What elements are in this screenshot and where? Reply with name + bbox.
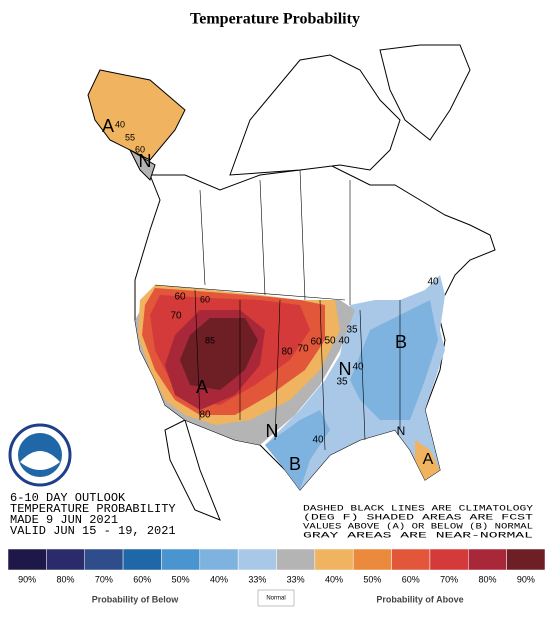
map-label: 70 bbox=[297, 344, 309, 355]
legend-label: 50% bbox=[363, 574, 381, 584]
map-label: 60 bbox=[174, 292, 186, 303]
legend-swatch bbox=[46, 548, 85, 571]
legend-label: 80% bbox=[57, 574, 75, 584]
map-label: 40 bbox=[338, 336, 350, 347]
noaa-logo bbox=[8, 423, 72, 487]
map-label: 85 bbox=[205, 335, 215, 345]
legend-swatch bbox=[237, 548, 277, 571]
map-label: 40 bbox=[352, 362, 364, 373]
map-note: (DEG F) SHADED AREAS ARE FCST bbox=[303, 512, 533, 522]
legend-label: 33% bbox=[287, 574, 305, 584]
legend-label: 90% bbox=[18, 574, 36, 584]
map-note: GRAY AREAS ARE NEAR-NORMAL bbox=[303, 530, 533, 540]
legend-swatch bbox=[468, 548, 507, 571]
map-label: 70 bbox=[170, 311, 182, 322]
map-label: 80 bbox=[199, 410, 211, 421]
map-label: B bbox=[395, 332, 407, 352]
normal-box bbox=[257, 589, 295, 607]
legend-swatch bbox=[314, 548, 354, 571]
legend-label: 70% bbox=[440, 574, 458, 584]
map-label: 60 bbox=[310, 337, 322, 348]
legend-label: 80% bbox=[478, 574, 496, 584]
map-label: N bbox=[339, 359, 352, 379]
legend-above-label: Probability of Above bbox=[376, 594, 463, 604]
map-label: 50 bbox=[324, 336, 336, 347]
legend-swatch bbox=[429, 548, 469, 571]
legend-below-label: Probability of Below bbox=[92, 594, 180, 604]
legend-swatch bbox=[84, 548, 124, 571]
map-label: N bbox=[266, 421, 279, 441]
outlook-info: VALID JUN 15 - 19, 2021 bbox=[10, 524, 176, 538]
legend-label: 70% bbox=[95, 574, 113, 584]
outlook-info: 6-10 DAY OUTLOOK bbox=[10, 491, 126, 505]
map-note: VALUES ABOVE (A) OR BELOW (B) NORMAL bbox=[303, 521, 533, 531]
legend-swatch bbox=[506, 548, 546, 571]
map-label: 35 bbox=[346, 325, 358, 336]
legend-label: 40% bbox=[325, 574, 343, 584]
legend-label: 60% bbox=[402, 574, 420, 584]
map-label: 40 bbox=[427, 277, 439, 288]
map-label: 40 bbox=[312, 435, 324, 446]
map-note: DASHED BLACK LINES ARE CLIMATOLOGY bbox=[303, 503, 533, 513]
legend-label: 60% bbox=[133, 574, 151, 584]
map-label: 55 bbox=[125, 132, 135, 142]
legend-label: 90% bbox=[517, 574, 535, 584]
legend-swatch bbox=[391, 548, 431, 571]
map-label: 60 bbox=[200, 294, 210, 304]
legend-label: 40% bbox=[210, 574, 228, 584]
map-label: 40 bbox=[115, 119, 125, 129]
map-label: A bbox=[196, 377, 208, 397]
map-label: A bbox=[423, 451, 434, 468]
boundaries bbox=[154, 169, 401, 451]
outlook-info: TEMPERATURE PROBABILITY bbox=[10, 502, 176, 516]
map-label: 35 bbox=[336, 377, 348, 388]
legend-swatch bbox=[352, 548, 392, 571]
map-label: 80 bbox=[281, 347, 293, 358]
legend-swatch bbox=[122, 548, 162, 571]
map-label: N bbox=[139, 151, 152, 171]
map-label: 60 bbox=[135, 144, 145, 154]
legend-swatch bbox=[276, 548, 316, 571]
legend-normal-label: Normal bbox=[266, 596, 285, 602]
legend-swatch bbox=[7, 548, 47, 571]
outlook-info: MADE 9 JUN 2021 bbox=[10, 513, 118, 527]
map-label: B bbox=[289, 454, 301, 474]
map-label: N bbox=[397, 424, 406, 438]
legend-label: 50% bbox=[172, 574, 190, 584]
map-label: A bbox=[102, 116, 114, 136]
title: Temperature Probability bbox=[190, 11, 360, 28]
legend-swatch bbox=[199, 548, 239, 571]
legend-label: 33% bbox=[248, 574, 266, 584]
legend-swatch bbox=[161, 548, 201, 571]
